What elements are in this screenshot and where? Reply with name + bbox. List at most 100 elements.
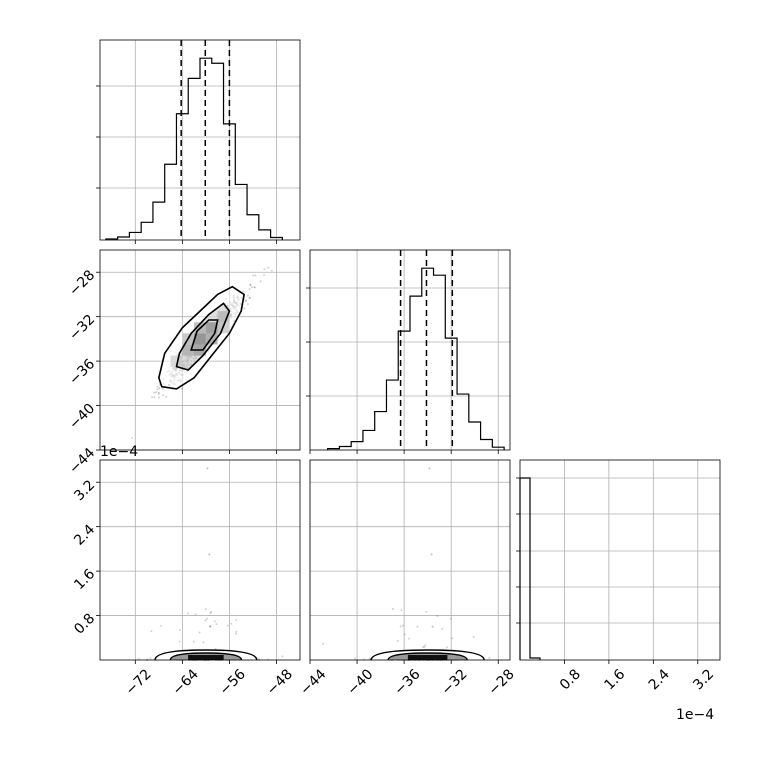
- scatter-point: [242, 290, 245, 293]
- y-tick-label: 3.2: [71, 477, 98, 504]
- scatter-point: [205, 617, 208, 620]
- scatter-point: [210, 611, 213, 614]
- x-tick-label: 0.8: [557, 666, 584, 693]
- scatter-point: [194, 613, 197, 616]
- hist-1-frame: [99, 39, 301, 241]
- scatter-point: [165, 395, 168, 398]
- scatter-point: [209, 625, 212, 628]
- scatter-point: [131, 436, 134, 439]
- scatter-point: [244, 300, 247, 303]
- scatter-point: [187, 612, 190, 615]
- hist-3-frame: [519, 459, 721, 661]
- scatter-point: [246, 303, 249, 306]
- scatter-point: [445, 646, 448, 649]
- x-tick-label: −28: [486, 666, 518, 698]
- density-cell: [188, 655, 224, 660]
- scatter-point: [424, 644, 427, 647]
- scatter-point: [449, 617, 452, 620]
- scatter-point: [156, 385, 159, 388]
- scatter-point: [161, 387, 164, 390]
- scatter-point: [215, 623, 218, 626]
- scatter-point: [157, 392, 160, 395]
- scatter-3-frame: [309, 459, 511, 661]
- scatter-point: [204, 608, 207, 611]
- y-tick-label: −40: [66, 401, 98, 433]
- scatter-point: [243, 307, 246, 310]
- x-tick-label: 2.4: [646, 666, 673, 693]
- hist-3-step: [519, 477, 541, 660]
- hist-1-step: [105, 57, 283, 240]
- scatter-point: [368, 657, 371, 660]
- scatter-point: [249, 283, 252, 286]
- scatter-point: [202, 641, 205, 644]
- x-tick-label: −56: [217, 666, 249, 698]
- y-tick-label: 1.6: [71, 566, 98, 593]
- scatter-point: [248, 288, 251, 291]
- scatter-2-frame: [99, 459, 301, 661]
- scatter-point: [153, 396, 156, 399]
- scatter-point: [399, 625, 402, 628]
- hist-2-frame: [309, 249, 511, 451]
- scatter-point: [266, 266, 269, 269]
- x-tick-label: 1.6: [601, 666, 628, 693]
- scatter-point: [150, 630, 153, 633]
- scatter-point: [354, 657, 357, 660]
- scatter-point: [281, 655, 284, 658]
- scatter-point: [208, 553, 211, 556]
- scatter-point: [253, 286, 256, 289]
- x-tick-label: −32: [438, 666, 470, 698]
- scatter-point: [235, 630, 238, 633]
- scatter-point: [451, 637, 454, 640]
- scatter-point: [428, 467, 431, 470]
- scatter-point: [162, 394, 165, 397]
- scatter-point: [192, 640, 195, 643]
- scatter-point: [178, 628, 181, 631]
- scatter-point: [441, 628, 444, 631]
- scatter-point: [253, 286, 256, 289]
- x-tick-label: 3.2: [690, 666, 717, 693]
- y-tick-label: −28: [66, 267, 98, 299]
- scatter-point: [157, 396, 160, 399]
- scatter-point: [416, 625, 419, 628]
- x-tick-label: −72: [123, 666, 155, 698]
- scatter-point: [234, 632, 237, 635]
- scatter-point: [403, 633, 406, 636]
- density-cell: [407, 655, 448, 660]
- y-scale-label: 1e−4: [100, 444, 138, 460]
- scatter-point: [259, 280, 262, 283]
- scatter-point: [396, 639, 399, 642]
- scatter-point: [425, 610, 428, 613]
- scatter-point: [235, 618, 238, 621]
- scatter-point: [246, 294, 249, 297]
- scatter-point: [263, 273, 266, 276]
- scatter-point: [209, 625, 212, 628]
- scatter-point: [149, 657, 152, 660]
- scatter-point: [213, 620, 216, 623]
- scatter-point: [244, 299, 247, 302]
- scatter-point: [248, 296, 251, 299]
- scatter-points: [322, 467, 491, 661]
- scatter-point: [407, 637, 410, 640]
- y-tick-label: 0.8: [71, 611, 98, 638]
- x-tick-label: −44: [297, 666, 329, 698]
- scatter-point: [263, 268, 266, 271]
- scatter-point: [209, 611, 212, 614]
- scatter-point: [322, 642, 325, 645]
- scatter-point: [423, 646, 426, 649]
- scatter-point: [181, 387, 184, 390]
- scatter-point: [400, 609, 403, 612]
- x-tick-label: −48: [264, 666, 296, 698]
- y-tick-label: 2.4: [71, 522, 98, 549]
- scatter-point: [206, 467, 209, 470]
- scatter-point: [156, 388, 159, 391]
- scatter-point: [252, 274, 255, 277]
- scatter-point: [431, 625, 434, 628]
- scatter-point: [250, 286, 253, 289]
- scatter-point: [226, 624, 229, 627]
- y-tick-label: −36: [66, 356, 98, 388]
- scatter-point: [230, 622, 233, 625]
- contour-outer: [157, 285, 245, 390]
- y-tick-label: −44: [66, 445, 98, 477]
- x-tick-label: −40: [344, 666, 376, 698]
- scatter-point: [249, 283, 252, 286]
